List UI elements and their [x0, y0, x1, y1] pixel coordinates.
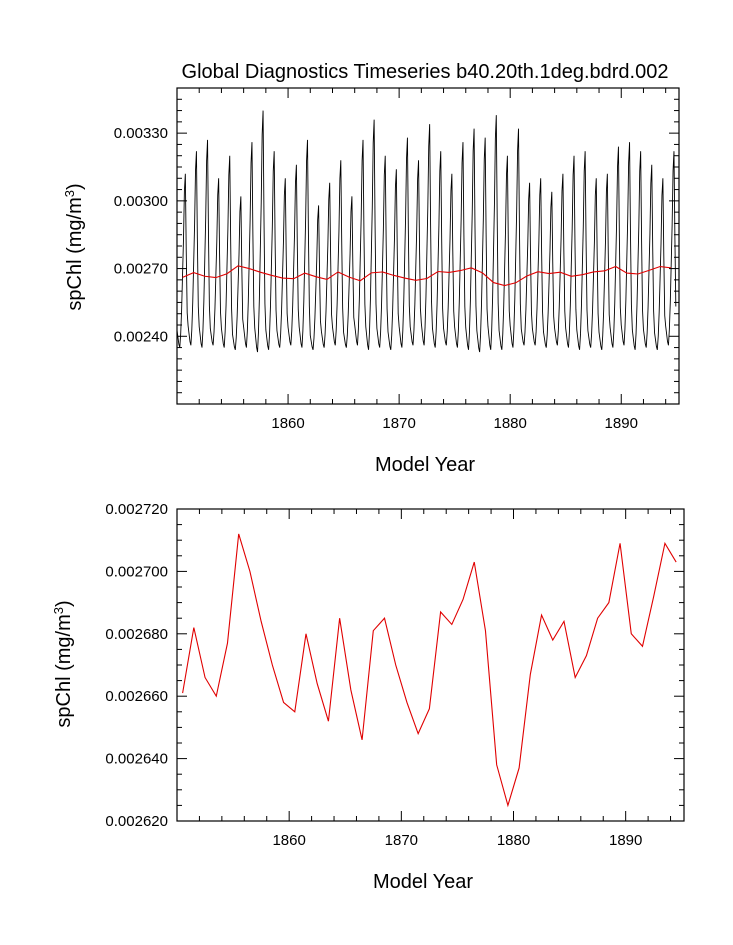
y-tick-label: 0.002660: [105, 688, 168, 705]
tick-labels-bottom: 1860 1870 1880 1890 0.002620 0.002640 0.002660…: [105, 501, 642, 849]
x-axis-label: Model Year: [373, 871, 473, 893]
plot-area-bottom: [182, 533, 677, 808]
y-tick-label: 0.00240: [114, 328, 168, 345]
series-line-monthly: [177, 110, 677, 353]
series-line-annual-mean: [182, 533, 677, 808]
y-tick-label: 0.00270: [114, 261, 168, 278]
x-axis-label: Model Year: [375, 454, 475, 476]
x-tick-label: 1870: [385, 832, 418, 849]
series-line-annual-mean: [182, 265, 672, 287]
timeseries-chart-monthly: Global Diagnostics Timeseries b40.20th.1…: [62, 61, 680, 476]
y-tick-label: 0.002680: [105, 626, 168, 643]
plot-frame-bottom: [176, 508, 685, 822]
y-axis-label-superscript: 3: [62, 190, 77, 197]
x-tick-label: 1880: [497, 832, 530, 849]
y-tick-label: 0.002620: [105, 813, 168, 830]
tick-labels-top: 1860 1870 1880 1890 0.00240 0.00270 0.00300 0.0…: [114, 125, 638, 432]
y-tick-label: 0.002720: [105, 501, 168, 518]
x-tick-label: 1890: [605, 415, 638, 432]
axis-ticks-bottom: [176, 508, 684, 822]
y-tick-label: 0.00300: [114, 193, 168, 210]
x-tick-label: 1870: [382, 415, 415, 432]
y-axis-label: spChl (mg/m3): [62, 183, 87, 310]
y-axis-label-superscript: 3: [51, 607, 66, 614]
x-tick-label: 1860: [271, 415, 304, 432]
x-tick-label: 1890: [609, 832, 642, 849]
y-axis-label-close: ): [53, 600, 75, 607]
y-axis-label: spChl (mg/m3): [51, 600, 76, 727]
y-axis-label-text: spChl (mg/m: [64, 197, 86, 310]
y-tick-label: 0.00330: [114, 125, 168, 142]
x-tick-label: 1880: [493, 415, 526, 432]
axis-ticks-top: [176, 87, 679, 405]
y-axis-label-text: spChl (mg/m: [53, 614, 75, 727]
y-tick-label: 0.002640: [105, 751, 168, 768]
x-tick-label: 1860: [272, 832, 305, 849]
timeseries-chart-annual: 1860 1870 1880 1890 0.002620 0.002640 0.002660…: [51, 501, 685, 893]
y-axis-label-close: ): [64, 183, 86, 190]
y-tick-label: 0.002700: [105, 563, 168, 580]
plot-frame-top: [176, 87, 680, 405]
chart-title: Global Diagnostics Timeseries b40.20th.1…: [182, 61, 669, 83]
plot-area-top: [177, 110, 677, 353]
